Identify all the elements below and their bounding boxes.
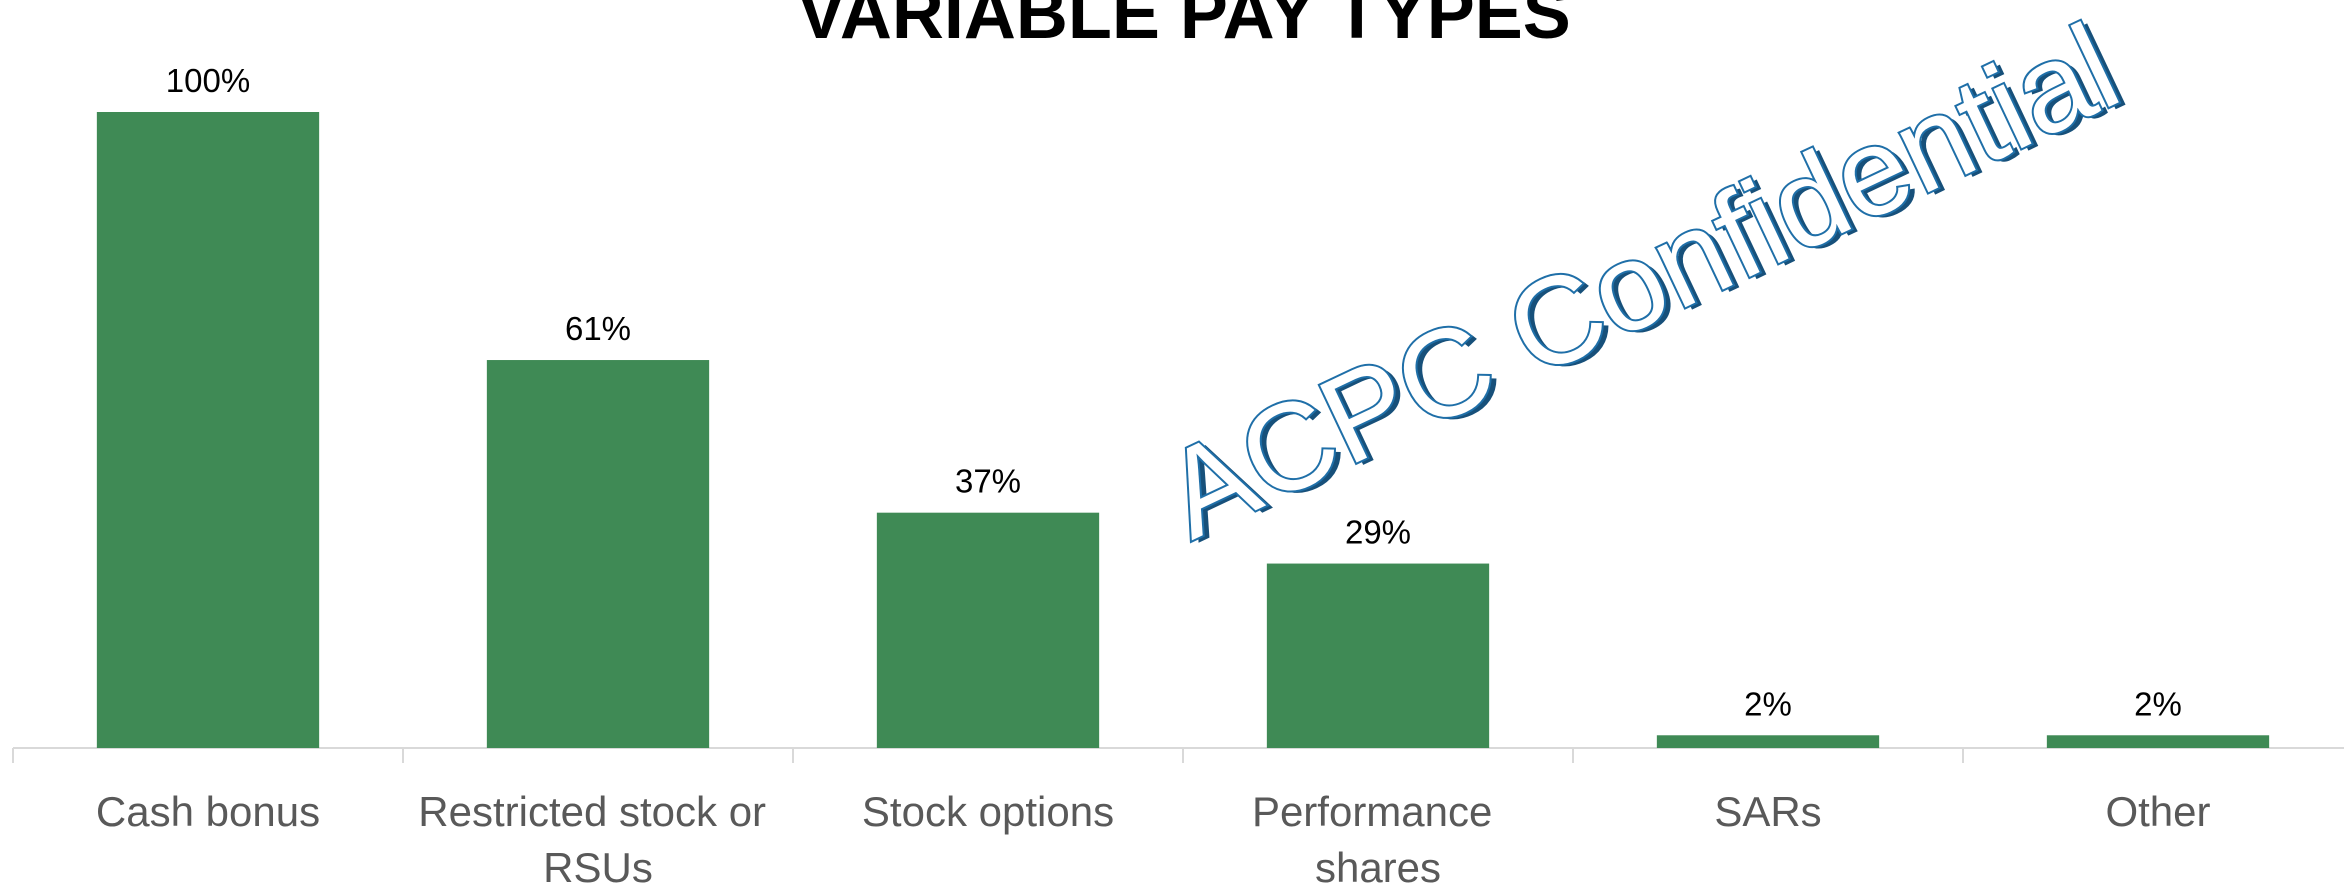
chart-title: VARIABLE PAY TYPES <box>797 0 1571 54</box>
x-tick-label: SARs <box>1714 788 1821 835</box>
data-label: 2% <box>1744 685 1792 722</box>
bar <box>486 360 710 748</box>
x-tick-label-line: Restricted stock or <box>418 788 777 835</box>
x-tick-label-line: shares <box>1315 844 1441 890</box>
x-tick-label: Restricted stock or RSUs <box>418 788 777 890</box>
data-label: 100% <box>166 62 250 99</box>
x-tick-label: Other <box>2105 788 2210 835</box>
bar <box>1656 735 1880 748</box>
x-tick-label: Stock options <box>862 788 1114 835</box>
data-label: 61% <box>565 310 631 347</box>
x-tick-label: Cash bonus <box>96 788 320 835</box>
bar <box>96 112 320 748</box>
data-label: 2% <box>2134 685 2182 722</box>
watermark-text: ACPC Confidential <box>1144 0 2138 565</box>
data-label: 29% <box>1345 514 1411 551</box>
bar <box>876 512 1100 748</box>
x-tick-label-line: RSUs <box>543 844 653 890</box>
x-tick-label: Performance shares <box>1252 788 1504 890</box>
bar <box>2046 735 2270 748</box>
bar <box>1266 563 1490 748</box>
x-tick-label-line: Performance <box>1252 788 1504 835</box>
data-label: 37% <box>955 463 1021 500</box>
